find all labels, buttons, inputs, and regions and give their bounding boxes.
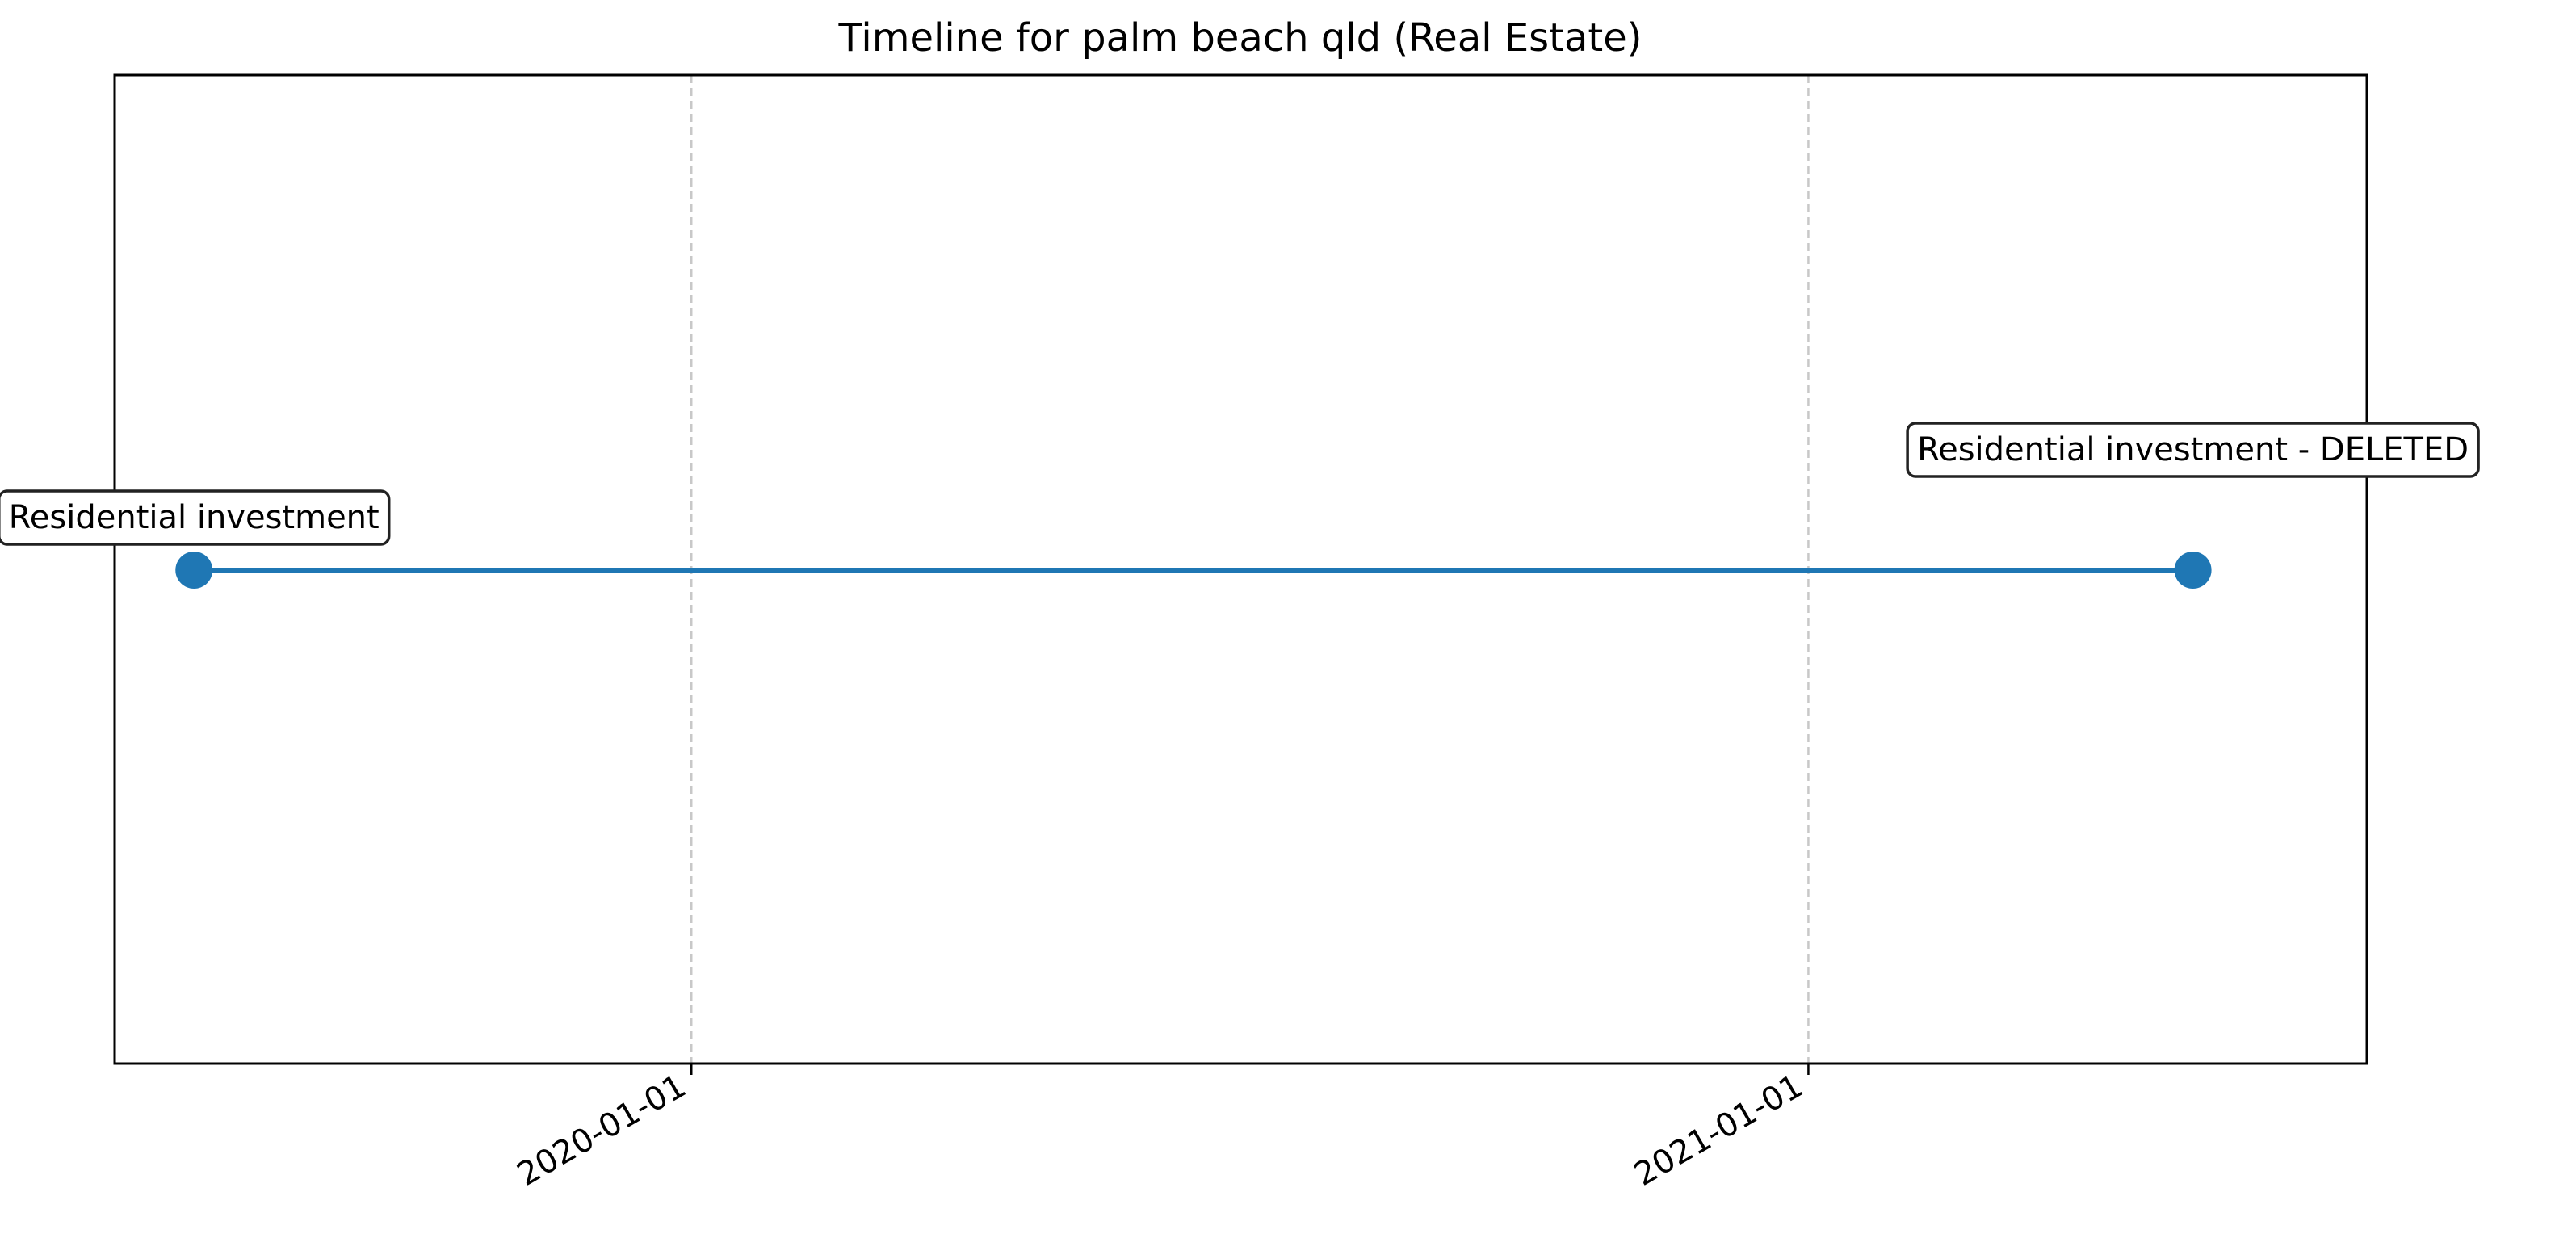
event-marker [2174, 552, 2212, 589]
label-layer: Residential investment Residential invest… [0, 422, 2480, 546]
chart-title: Timeline for palm beach qld (Real Estate… [838, 15, 1643, 61]
event-label: Residential investment - DELETED [1917, 431, 2469, 468]
event-label-box [1906, 422, 2480, 478]
event-label: Residential investment [9, 499, 380, 536]
event-label-group: Residential investment [0, 489, 391, 546]
event-label-group: Residential investment - DELETED [1906, 422, 2480, 478]
plot-frame [113, 73, 2368, 1065]
series-layer [175, 552, 2212, 589]
event-marker [175, 552, 213, 589]
event-label-box [0, 489, 391, 546]
